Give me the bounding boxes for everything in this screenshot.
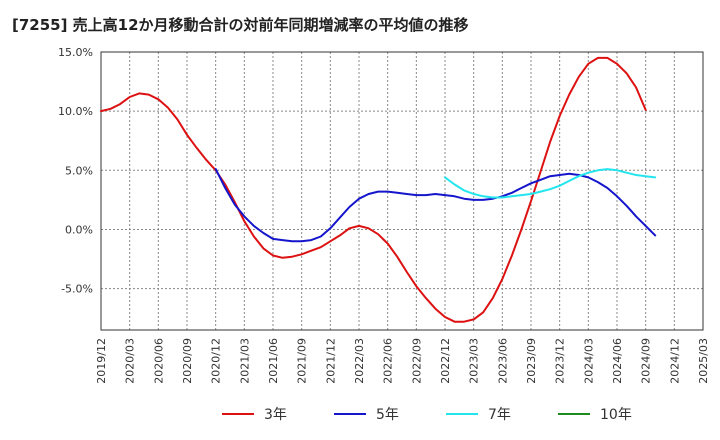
x-tick-label: 2024/06 <box>611 338 624 384</box>
legend-label: 10年 <box>600 407 632 423</box>
x-tick-label: 2020/12 <box>210 338 223 384</box>
x-tick-label: 2025/03 <box>697 338 710 384</box>
y-tick-label: 0.0% <box>65 223 93 236</box>
x-tick-label: 2024/09 <box>640 338 653 384</box>
series-line <box>444 168 657 199</box>
plot-frame <box>100 51 704 331</box>
x-tick-label: 2020/06 <box>152 338 165 384</box>
x-tick-label: 2023/03 <box>468 338 481 384</box>
y-tick-label: 10.0% <box>58 105 93 118</box>
x-tick-label: 2021/03 <box>238 338 251 384</box>
x-tick-label: 2021/12 <box>324 338 337 384</box>
x-tick-label: 2022/09 <box>410 338 423 384</box>
x-tick-label: 2022/03 <box>353 338 366 384</box>
x-tick-label: 2024/03 <box>582 338 595 384</box>
x-tick-label: 2024/12 <box>668 338 681 384</box>
x-tick-label: 2023/12 <box>554 338 567 384</box>
x-tick-label: 2020/03 <box>124 338 137 384</box>
chart-title: [7255] 売上高12か月移動合計の対前年同期増減率の平均値の推移 <box>12 16 469 34</box>
legend-label: 7年 <box>488 407 511 423</box>
series-line <box>100 56 647 323</box>
legend-label: 5年 <box>376 407 399 423</box>
x-tick-label: 2020/09 <box>181 338 194 384</box>
x-tick-label: 2023/09 <box>525 338 538 384</box>
y-tick-label: 5.0% <box>65 164 93 177</box>
x-tick-label: 2021/06 <box>267 338 280 384</box>
x-tick-label: 2019/12 <box>95 338 108 384</box>
x-tick-label: 2022/12 <box>439 338 452 384</box>
legend-label: 3年 <box>264 407 287 423</box>
y-tick-label: -5.0% <box>61 283 93 296</box>
y-tick-label: 15.0% <box>58 46 93 59</box>
x-tick-label: 2023/06 <box>496 338 509 384</box>
x-tick-label: 2021/09 <box>296 338 309 384</box>
plot-area <box>101 52 703 330</box>
x-tick-label: 2022/06 <box>382 338 395 384</box>
